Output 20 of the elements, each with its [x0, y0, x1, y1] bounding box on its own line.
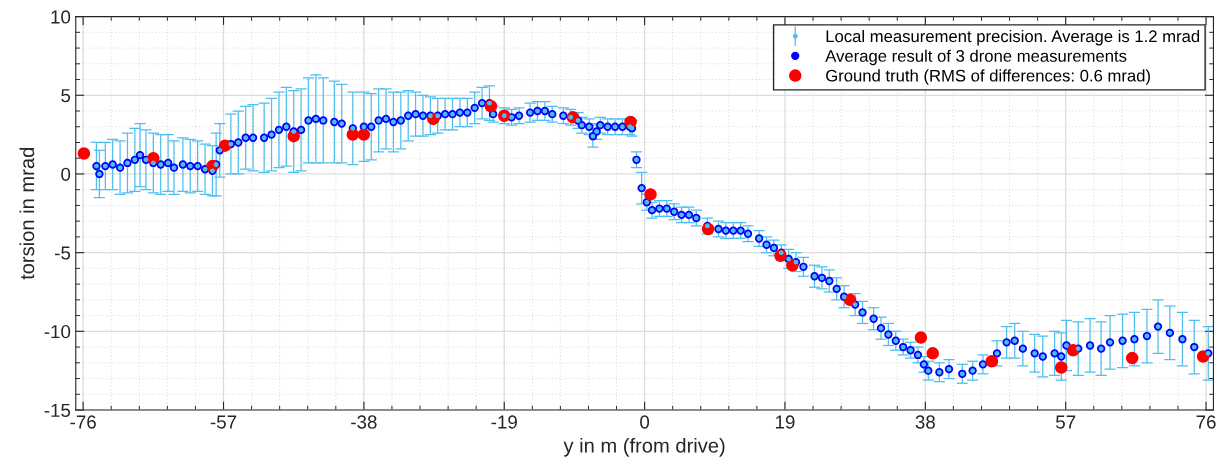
legend-label: Local measurement precision. Average is 1.2 mrad [826, 29, 1200, 46]
x-axis-title: y in m (from drive) [563, 437, 725, 457]
x-tick-label: -38 [351, 415, 377, 429]
x-tick-label: 0 [640, 415, 650, 429]
legend-label: Ground truth (RMS of differences: 0.6 mrad) [826, 69, 1150, 85]
y-tick-label: -15 [44, 403, 71, 417]
y-tick-label: -10 [44, 325, 71, 339]
y-tick-label: 10 [51, 10, 71, 24]
y-tick-label: -5 [55, 246, 71, 260]
y-tick-label: 0 [61, 167, 71, 181]
x-tick-label: 38 [915, 415, 935, 429]
y-axis-title: torsion in mrad [19, 148, 35, 280]
y-tick-label: 5 [61, 89, 71, 103]
x-tick-label: 57 [1056, 415, 1076, 429]
x-tick-label: 76 [1196, 415, 1216, 429]
x-tick-label: 19 [775, 415, 795, 429]
x-tick-label: -57 [210, 415, 237, 429]
x-tick-label: -19 [491, 415, 517, 429]
x-tick-label: -76 [70, 415, 96, 429]
legend-label: Average result of 3 drone measurements [825, 49, 1127, 66]
